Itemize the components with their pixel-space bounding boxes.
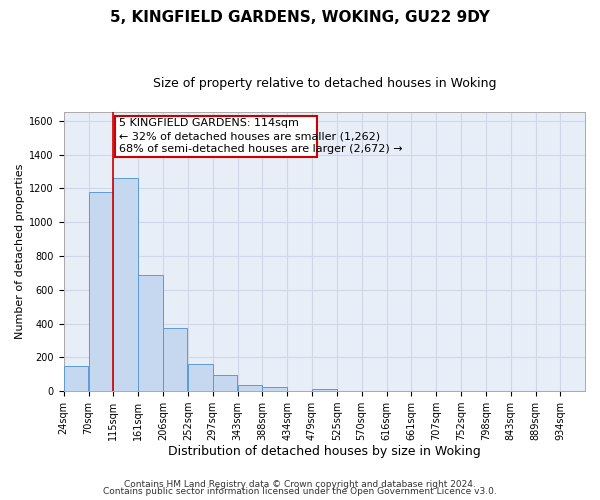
Title: Size of property relative to detached houses in Woking: Size of property relative to detached ho… (152, 78, 496, 90)
Bar (188, 364, 212, 391)
Bar (212, 376, 237, 391)
Bar (139, 275, 163, 391)
Bar (89, 192, 113, 391)
Y-axis label: Number of detached properties: Number of detached properties (15, 164, 25, 340)
Bar (238, 384, 262, 391)
Bar (113, 178, 138, 391)
FancyBboxPatch shape (115, 116, 317, 157)
Text: 5, KINGFIELD GARDENS, WOKING, GU22 9DY: 5, KINGFIELD GARDENS, WOKING, GU22 9DY (110, 10, 490, 25)
Text: ← 32% of detached houses are smaller (1,262): ← 32% of detached houses are smaller (1,… (119, 131, 380, 141)
Text: Contains HM Land Registry data © Crown copyright and database right 2024.: Contains HM Land Registry data © Crown c… (124, 480, 476, 489)
Text: 68% of semi-detached houses are larger (2,672) →: 68% of semi-detached houses are larger (… (119, 144, 403, 154)
Bar (262, 388, 287, 391)
Text: Contains public sector information licensed under the Open Government Licence v3: Contains public sector information licen… (103, 488, 497, 496)
X-axis label: Distribution of detached houses by size in Woking: Distribution of detached houses by size … (168, 444, 481, 458)
Bar (64, 366, 88, 391)
Text: 5 KINGFIELD GARDENS: 114sqm: 5 KINGFIELD GARDENS: 114sqm (119, 118, 299, 128)
Bar (312, 388, 337, 391)
Bar (163, 328, 187, 391)
